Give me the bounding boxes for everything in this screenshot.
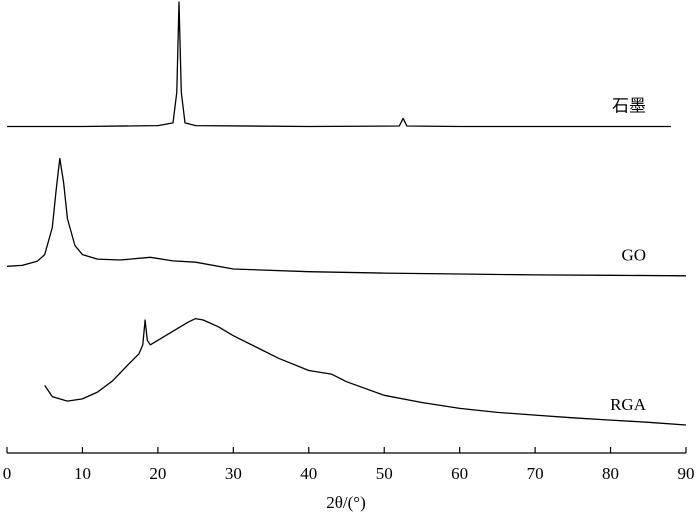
x-tick-label: 30 bbox=[225, 464, 242, 483]
x-tick-label: 90 bbox=[678, 464, 695, 483]
series-label: 石墨 bbox=[612, 96, 646, 115]
x-tick-label: 40 bbox=[300, 464, 317, 483]
x-tick-label: 70 bbox=[527, 464, 544, 483]
series-label: GO bbox=[621, 246, 646, 265]
x-tick-label: 0 bbox=[3, 464, 12, 483]
x-tick-label: 50 bbox=[376, 464, 393, 483]
x-axis-label: 2θ/(°) bbox=[326, 493, 366, 512]
x-tick-label: 10 bbox=[74, 464, 91, 483]
x-tick-label: 60 bbox=[451, 464, 468, 483]
x-tick-label: 80 bbox=[602, 464, 619, 483]
curve bbox=[44, 317, 687, 426]
curve bbox=[6, 157, 687, 277]
x-tick-label: 20 bbox=[149, 464, 166, 483]
series-label: RGA bbox=[610, 395, 647, 414]
curve bbox=[7, 1, 671, 128]
